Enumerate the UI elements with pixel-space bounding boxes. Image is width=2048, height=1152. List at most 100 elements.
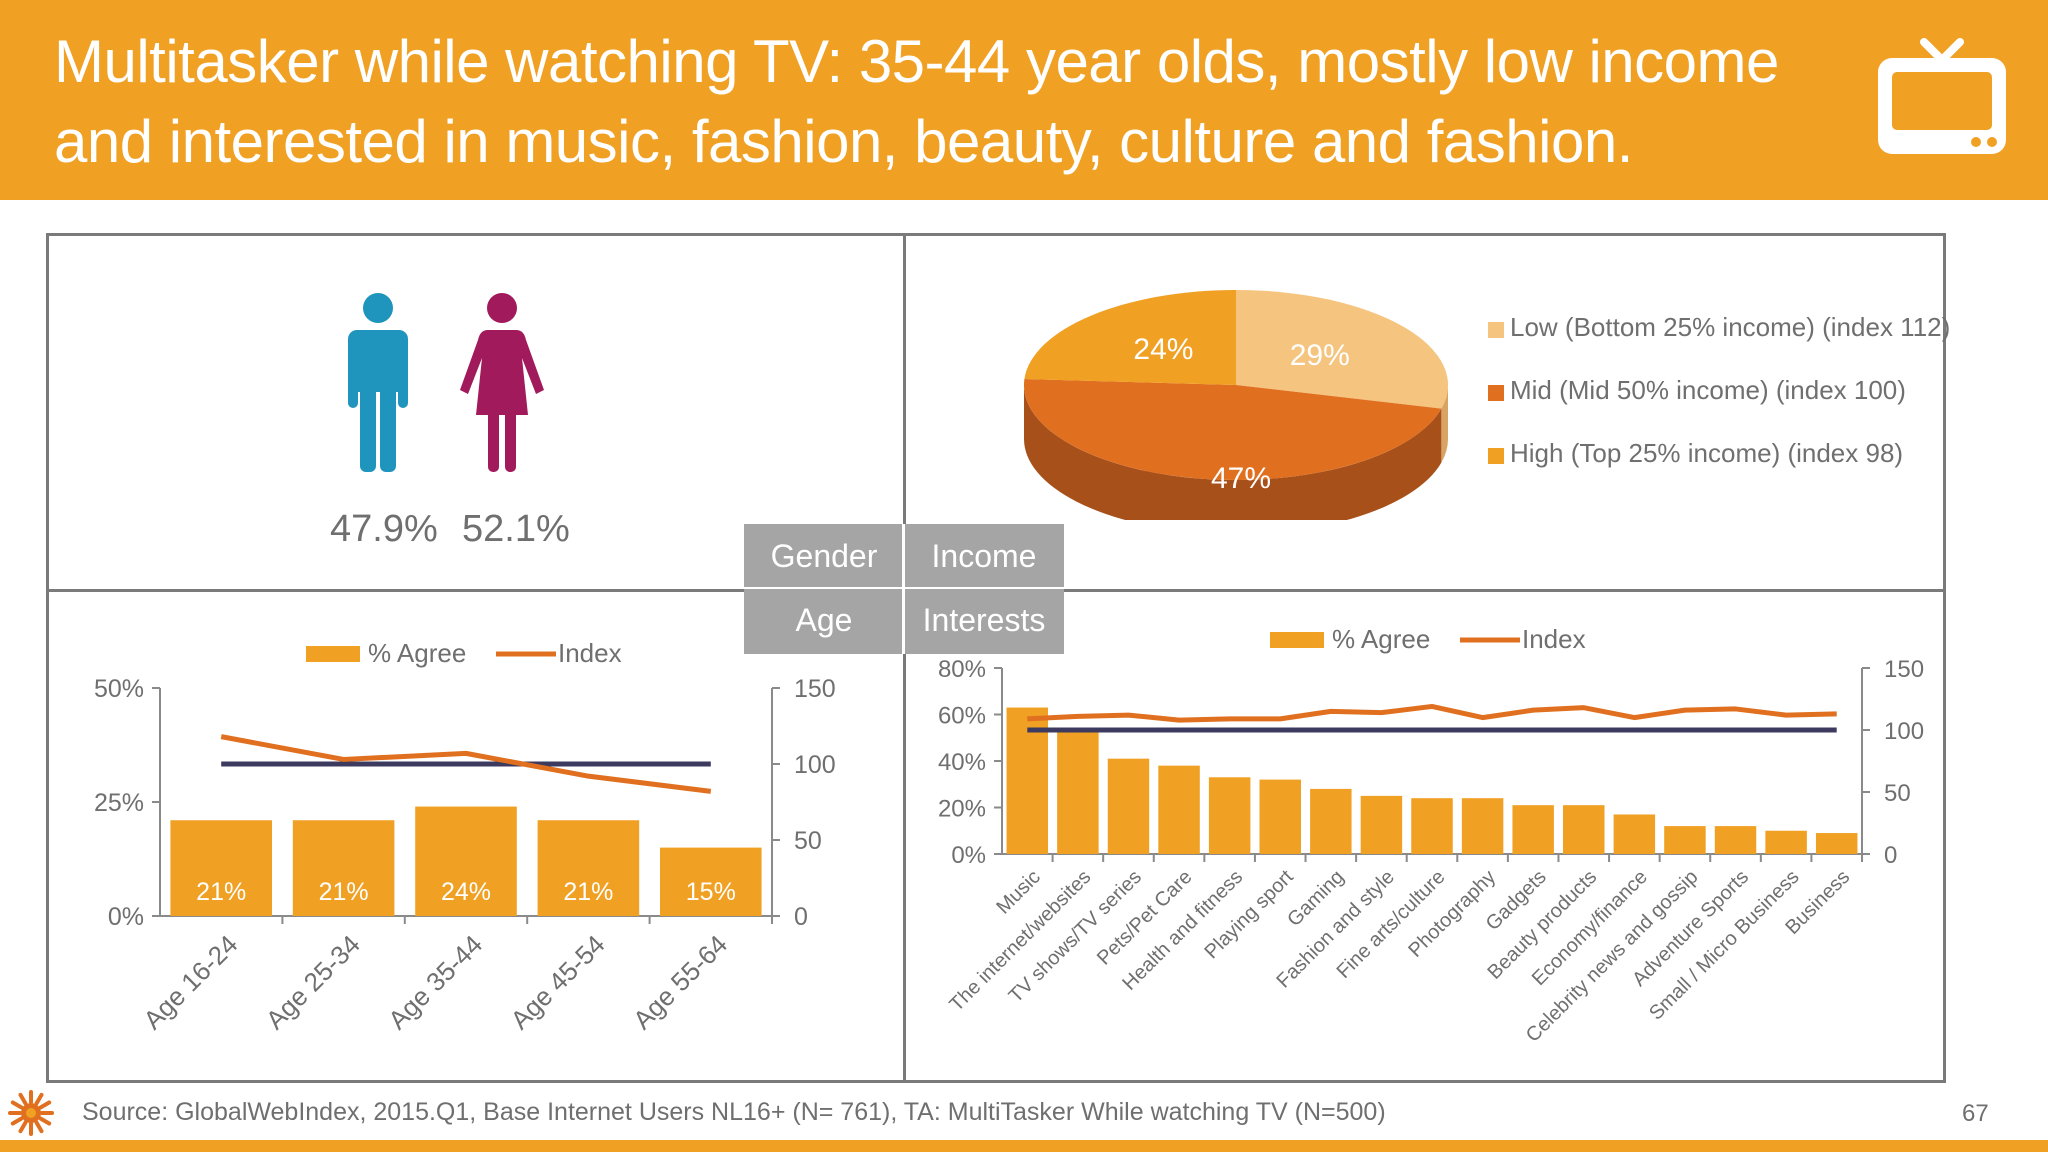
bar — [537, 820, 640, 916]
bar — [1411, 798, 1453, 854]
index-line — [1027, 703, 1837, 723]
bar-value-label: 15% — [686, 878, 736, 906]
bar — [1158, 765, 1200, 854]
page-title: Multitasker while watching TV: 35-44 yea… — [54, 28, 1779, 175]
bar-value-label: 21% — [319, 878, 369, 906]
bottom-bar — [0, 1140, 2048, 1152]
y-tick-label-right: 0 — [794, 903, 808, 931]
bar — [1310, 788, 1352, 854]
y-tick-label-right: 100 — [794, 751, 836, 779]
y-tick-label-right: 150 — [794, 675, 836, 703]
category-label: Age 25-34 — [260, 929, 366, 1035]
y-tick-label-left: 80% — [938, 656, 986, 683]
bar — [1461, 798, 1504, 854]
bar — [1613, 814, 1656, 854]
y-tick-label-left: 25% — [94, 789, 144, 817]
legend-swatch-agree — [306, 646, 360, 662]
category-label: Age 45-54 — [505, 929, 611, 1035]
bar — [1208, 777, 1251, 854]
legend-swatch — [1488, 448, 1504, 464]
y-tick-label-left: 50% — [94, 675, 144, 703]
y-tick-label-right: 0 — [1884, 842, 1897, 869]
bar — [1664, 826, 1706, 854]
bar — [292, 820, 395, 916]
label-age: Age — [795, 602, 853, 638]
y-tick-label-right: 100 — [1884, 718, 1924, 745]
bar — [1259, 779, 1301, 854]
bar-value-label: 21% — [563, 878, 613, 906]
bar — [1563, 805, 1605, 854]
pie-value-label: 47% — [1211, 462, 1271, 495]
bar — [1815, 833, 1858, 854]
legend-swatch — [1488, 385, 1504, 401]
label-box-divider — [902, 524, 905, 654]
bar — [1512, 805, 1554, 854]
bar — [170, 820, 272, 916]
y-tick-label-right: 50 — [794, 827, 822, 855]
legend-label-agree: % Agree — [1332, 624, 1430, 654]
legend-label: Low (Bottom 25% income) (index 112) — [1510, 312, 1951, 342]
legend-label-agree: % Agree — [368, 638, 466, 668]
label-box-divider — [744, 587, 1064, 589]
sun-logo — [8, 1090, 54, 1136]
pie-side — [1441, 385, 1448, 463]
section-label-box: Gender Income Age Interests — [744, 524, 1064, 654]
label-income: Income — [931, 538, 1037, 574]
pie-side — [1024, 385, 1442, 520]
sun-ray — [10, 1116, 24, 1126]
sun-ray — [38, 1100, 52, 1110]
sun-ray — [10, 1100, 24, 1110]
bar — [660, 847, 762, 916]
sun-ray — [18, 1092, 28, 1106]
income-pie-chart: 29% 47% 24% — [1024, 290, 1448, 520]
female-percentage: 52.1% — [462, 508, 570, 550]
legend-label: Mid (Mid 50% income) (index 100) — [1510, 375, 1906, 405]
index-line — [220, 734, 712, 794]
category-label: Age 55-64 — [627, 929, 733, 1035]
label-gender: Gender — [770, 538, 878, 574]
pie-slice-1 — [1236, 290, 1448, 409]
legend-label: High (Top 25% income) (index 98) — [1510, 438, 1904, 468]
category-label: Age 35-44 — [382, 929, 488, 1035]
legend-label-index: Index — [558, 638, 622, 668]
y-tick-label-left: 20% — [938, 796, 986, 823]
legend-label-index: Index — [1522, 624, 1586, 654]
category-label: Age 16-24 — [137, 929, 243, 1035]
legend-swatch-agree — [1270, 632, 1324, 648]
bar — [1057, 730, 1099, 854]
bar — [1107, 758, 1150, 854]
y-tick-label-right: 150 — [1884, 656, 1924, 683]
legend-swatch — [1488, 322, 1504, 338]
quadrant-divider-vertical — [903, 233, 906, 1083]
male-icon — [348, 293, 408, 472]
age-chart: 0% 25% 50% 0 50 100 150 21% Age 16-24 21% Age 25-3… — [94, 638, 836, 1035]
y-tick-label-right: 50 — [1884, 780, 1911, 807]
sun-ray — [34, 1120, 44, 1134]
tv-icon — [1878, 38, 2006, 154]
bar — [1714, 826, 1757, 854]
bar — [415, 806, 517, 916]
pie-value-label: 29% — [1290, 339, 1350, 372]
y-tick-label-left: 40% — [938, 749, 986, 776]
title-banner: Multitasker while watching TV: 35-44 yea… — [0, 0, 2048, 200]
sun-ray — [34, 1092, 44, 1106]
bar — [1360, 795, 1403, 854]
y-tick-label-left: 60% — [938, 703, 986, 730]
sun-ray — [18, 1120, 28, 1134]
female-icon — [460, 293, 544, 472]
quadrant-frame — [46, 233, 1946, 1083]
bar — [1765, 830, 1807, 854]
page-number: 67 — [1962, 1100, 1989, 1127]
sun-ray — [38, 1116, 52, 1126]
label-interests: Interests — [922, 602, 1046, 638]
y-tick-label-left: 0% — [108, 903, 144, 931]
pie-slice-2 — [1024, 379, 1442, 480]
bar-value-label: 21% — [196, 878, 246, 906]
source-note: Source: GlobalWebIndex, 2015.Q1, Base In… — [82, 1098, 1386, 1126]
pie-slice-3 — [1024, 290, 1236, 385]
male-percentage: 47.9% — [330, 508, 438, 550]
y-tick-label-left: 0% — [951, 842, 986, 869]
pie-value-label: 24% — [1133, 333, 1193, 366]
bar-value-label: 24% — [441, 878, 491, 906]
